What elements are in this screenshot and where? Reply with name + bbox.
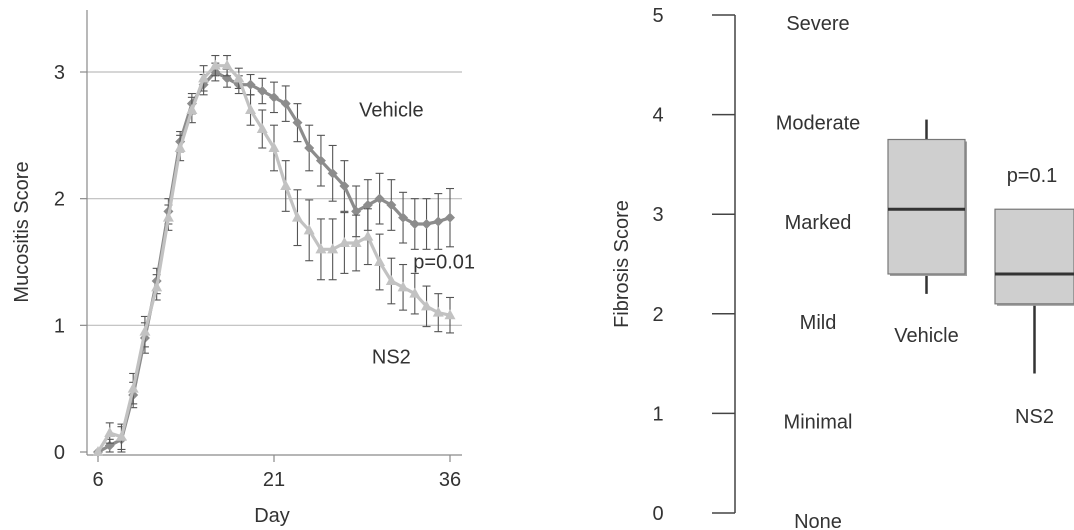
grade-label: Marked <box>785 212 852 234</box>
grade-label: Severe <box>786 13 849 35</box>
data-point <box>245 79 256 90</box>
y-tick-label: 0 <box>54 442 65 464</box>
series-vehicle <box>93 62 455 457</box>
box-label: Vehicle <box>894 325 959 347</box>
data-point <box>209 59 221 70</box>
grade-label: None <box>794 511 842 530</box>
data-point <box>127 382 139 393</box>
data-point <box>174 142 186 152</box>
data-point <box>256 123 268 133</box>
data-point <box>327 243 339 254</box>
data-point <box>362 230 374 241</box>
data-point <box>151 281 163 292</box>
fibrosis-y-label: Fibrosis Score <box>611 200 633 328</box>
y-tick-label: 2 <box>54 189 65 211</box>
y-tick-label: 0 <box>652 503 663 525</box>
data-point <box>268 142 280 152</box>
data-point <box>292 117 303 128</box>
data-point <box>444 309 456 320</box>
data-point <box>245 104 257 114</box>
data-point <box>303 224 315 235</box>
fibrosis-grade-labels: None Minimal Mild Marked Moderate Severe <box>776 13 861 530</box>
y-tick-label: 1 <box>652 403 663 425</box>
data-point <box>280 98 291 109</box>
data-point <box>233 72 245 83</box>
data-point <box>362 200 373 210</box>
data-point <box>327 168 338 179</box>
annotation: Vehicle <box>359 99 424 121</box>
annotation: p=0.01 <box>413 251 475 273</box>
data-point <box>351 206 362 217</box>
data-point <box>198 72 210 83</box>
data-point <box>433 216 444 227</box>
x-tick-label: 36 <box>439 469 461 491</box>
y-tick-label: 2 <box>652 304 663 326</box>
mucositis-y-ticks: 0 1 2 3 <box>54 62 87 464</box>
data-point <box>338 237 350 247</box>
fibrosis-boxes: Vehicle NS2 <box>887 119 1074 428</box>
box-rect <box>994 208 1074 305</box>
data-point <box>397 281 409 292</box>
fibrosis-y-ticks: 0 1 2 3 4 5 <box>652 5 735 525</box>
data-point <box>339 181 350 191</box>
data-point <box>421 219 432 229</box>
data-point <box>291 211 303 222</box>
data-point <box>221 59 233 70</box>
data-point <box>409 287 421 298</box>
data-point <box>421 300 433 311</box>
data-point <box>398 212 409 223</box>
fibrosis-p-value: p=0.1 <box>1007 165 1058 187</box>
data-point <box>385 275 397 285</box>
series-ns2 <box>92 54 456 456</box>
mucositis-x-ticks: 6 21 36 <box>92 455 461 491</box>
y-tick-label: 3 <box>54 62 65 84</box>
data-point <box>280 180 292 190</box>
x-tick-label: 6 <box>92 469 103 491</box>
y-tick-label: 4 <box>652 105 663 127</box>
mucositis-series <box>92 54 456 457</box>
data-point <box>386 200 397 210</box>
data-point <box>139 325 151 336</box>
box-label: NS2 <box>1015 406 1054 428</box>
data-point <box>186 104 198 114</box>
annotation: NS2 <box>372 346 411 368</box>
data-point <box>315 155 326 166</box>
data-point <box>409 219 420 229</box>
data-point <box>350 237 362 247</box>
box-rect <box>887 138 966 275</box>
grade-label: Moderate <box>776 113 861 135</box>
mucositis-gridlines <box>87 71 462 326</box>
data-point <box>104 427 116 437</box>
mucositis-annotations: Vehicle NS2 p=0.01 <box>359 99 475 368</box>
data-point <box>374 193 385 204</box>
mucositis-x-label: Day <box>254 505 290 527</box>
grade-label: Minimal <box>784 411 853 433</box>
data-point <box>304 143 315 153</box>
data-point <box>445 212 455 223</box>
mucositis-chart: 0 1 2 3 6 21 36 Vehicle NS2 p=0.01 Day Mucositi… <box>11 10 475 527</box>
data-point <box>162 211 174 222</box>
data-point <box>269 92 279 103</box>
box-vehicle: Vehicle <box>887 119 967 347</box>
mucositis-y-label: Mucositis Score <box>11 161 33 302</box>
data-point <box>315 243 327 254</box>
data-point <box>374 256 386 266</box>
series-line <box>96 64 451 453</box>
data-point <box>432 306 444 317</box>
fibrosis-chart: 0 1 2 3 4 5 None Minimal Mild Marked Moderate Seve… <box>611 5 1074 530</box>
y-tick-label: 3 <box>652 204 663 226</box>
x-tick-label: 21 <box>263 469 285 491</box>
data-point <box>92 446 104 456</box>
box-ns2: NS2 <box>994 208 1074 428</box>
grade-label: Mild <box>800 312 837 334</box>
y-tick-label: 1 <box>54 315 65 337</box>
data-point <box>115 430 127 441</box>
y-tick-label: 5 <box>652 5 663 27</box>
data-point <box>257 86 268 96</box>
